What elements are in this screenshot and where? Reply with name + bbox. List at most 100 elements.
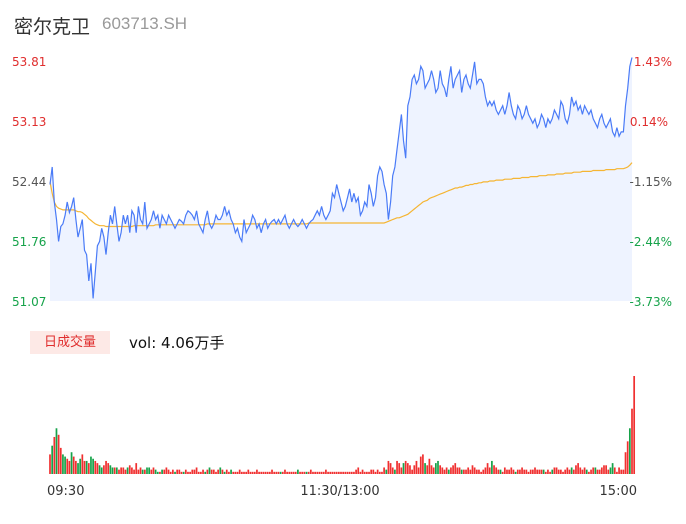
volume-bar [454,463,457,474]
volume-bar [363,471,366,474]
volume-bar [146,467,148,474]
stock-name: 密尔克卫 [14,16,91,38]
volume-bar [484,467,487,474]
volume-label: vol: 4.06万手 [129,334,225,352]
volume-bar [592,467,595,474]
volume-bar [370,469,373,474]
volume-bar [348,471,351,474]
volume-bar [544,471,547,474]
volume-bar [103,465,105,474]
volume-bar [230,469,232,474]
volume-bar [437,460,439,474]
volume-bar [510,467,513,474]
volume-bar [277,471,280,474]
volume-bar [613,467,616,474]
volume-bar [219,467,222,474]
volume-bar [172,469,174,474]
volume-bar [96,463,99,474]
volume-bar [445,467,448,474]
volume-bars-layer [49,376,636,474]
volume-bar [247,469,250,474]
volume-bar [187,471,189,474]
volume-bar [626,441,629,474]
volume-bar [163,469,166,474]
volume-bar [273,471,276,474]
volume-bar [527,471,530,474]
volume-bar [143,469,146,474]
volume-bar [549,471,551,474]
volume-bar [616,471,618,474]
volume-bar [566,467,569,474]
volume-bar [206,469,209,474]
volume-bar [320,471,323,474]
volume-bar [316,471,319,474]
volume-bar [413,465,416,474]
volume-bar [193,469,196,474]
volume-bar [493,465,495,474]
volume-bar [139,467,142,474]
volume-bar [609,467,612,474]
volume-bar [409,465,411,474]
volume-bar [398,463,401,474]
volume-bar [240,471,243,474]
volume-bar [195,467,198,474]
volume-bar [596,469,599,474]
volume-bar [456,467,459,474]
volume-bar [575,465,577,474]
volume-bar [344,471,347,474]
volume-bar [422,454,424,474]
volume-bar [55,428,58,474]
volume-bar [161,469,163,474]
volume-bar [491,460,493,474]
volume-bar [314,471,316,474]
volume-bar [624,452,627,474]
volume-bar [611,463,614,474]
volume-bar [350,471,353,474]
volume-bar [469,469,472,474]
volume-bar [536,469,539,474]
volume-bar [389,463,392,474]
volume-bar [432,467,435,474]
volume-bar [465,469,467,474]
volume-bar [488,467,491,474]
volume-bar [495,467,498,474]
volume-bar [165,467,168,474]
volume-bar [577,463,579,474]
volume-bar [529,469,532,474]
volume-bar [152,467,155,474]
volume-bar [299,471,301,474]
volume-bar [342,471,345,474]
volume-bar [264,471,267,474]
volume-bar [376,469,379,474]
volume-bar [81,454,84,474]
volume-bar [269,471,271,474]
volume-bar [92,458,94,474]
volume-bar [417,467,420,474]
volume-bar [467,467,470,474]
volume-bar [327,471,329,474]
volume-bar [137,469,140,474]
y-tick-percent-4: -3.73% [630,295,672,309]
volume-bar [113,467,116,474]
volume-bar [531,469,534,474]
volume-bar [253,471,256,474]
volume-bar [68,460,71,474]
volume-bar [387,460,390,474]
volume-bar [607,469,610,474]
volume-bar [628,428,631,474]
volume-bar [111,467,114,474]
volume-bar [221,469,224,474]
volume-bar [471,465,474,474]
volume-bar [292,471,295,474]
volume-bar [204,471,207,474]
volume-bar [450,467,452,474]
volume-bar [355,469,357,474]
volume-bar [361,469,364,474]
volume-bar [318,471,321,474]
volume-bar [217,469,219,474]
volume-bar [118,469,120,474]
volume-bar [70,452,73,474]
volume-bar [568,469,571,474]
volume-bar [286,471,288,474]
